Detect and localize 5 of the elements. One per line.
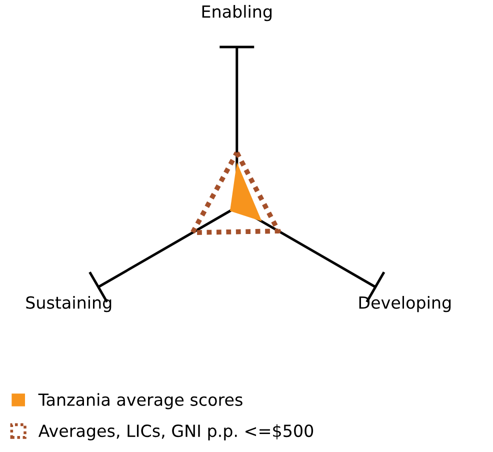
legend-label: Tanzania average scores	[38, 393, 242, 410]
spoke-label: Developing	[359, 296, 451, 312]
legend-label: Averages, LICs, GNI p.p. <=$500	[38, 424, 314, 440]
spoke-label: Sustaining	[26, 296, 112, 312]
spoke-label: Enabling	[202, 4, 272, 22]
